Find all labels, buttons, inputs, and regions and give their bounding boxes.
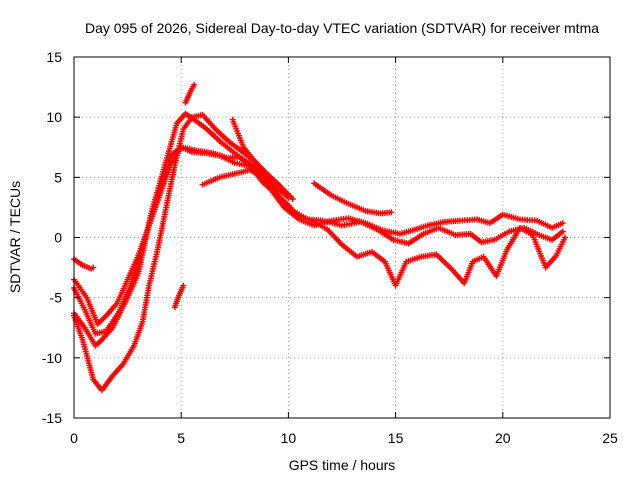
series-line — [72, 113, 290, 392]
series-track-6 — [311, 180, 395, 217]
y-tick-label: -5 — [50, 290, 63, 306]
x-tick-label: 25 — [602, 430, 618, 446]
y-tick-label: 0 — [54, 230, 62, 246]
y-tick-label: -10 — [42, 350, 62, 366]
y-axis-label: SDTVAR / TECUs — [7, 181, 23, 293]
data-point — [289, 196, 296, 202]
y-tick-label: 5 — [54, 169, 62, 185]
series-track-5 — [199, 167, 568, 289]
series-track-8 — [71, 256, 97, 272]
x-tick-label: 5 — [177, 430, 185, 446]
data-point — [180, 282, 187, 289]
data-series — [71, 81, 568, 394]
data-point — [90, 264, 97, 271]
series-track-3 — [71, 111, 292, 394]
grid-lines — [74, 57, 610, 418]
chart-title: Day 095 of 2026, Sidereal Day-to-day VTE… — [85, 20, 599, 36]
series-track-9 — [182, 81, 198, 106]
y-tick-label: 10 — [46, 109, 62, 125]
x-axis-label: GPS time / hours — [289, 457, 396, 473]
data-point — [562, 234, 568, 241]
axis-ticks: 0 5 10 15 20 25 -15 -10 -5 0 5 10 15 — [42, 49, 618, 446]
x-tick-label: 15 — [388, 430, 404, 446]
y-tick-label: 15 — [46, 49, 62, 65]
x-tick-label: 10 — [281, 430, 297, 446]
x-tick-label: 0 — [70, 430, 78, 446]
y-tick-label: -15 — [42, 410, 62, 426]
data-point — [559, 228, 566, 235]
x-tick-label: 20 — [495, 430, 511, 446]
series-line — [201, 169, 567, 287]
series-line — [313, 182, 393, 215]
data-point — [388, 209, 395, 216]
data-point — [191, 81, 198, 88]
series-track-10 — [171, 282, 187, 311]
data-point — [559, 220, 566, 227]
series-track-7 — [229, 116, 296, 202]
